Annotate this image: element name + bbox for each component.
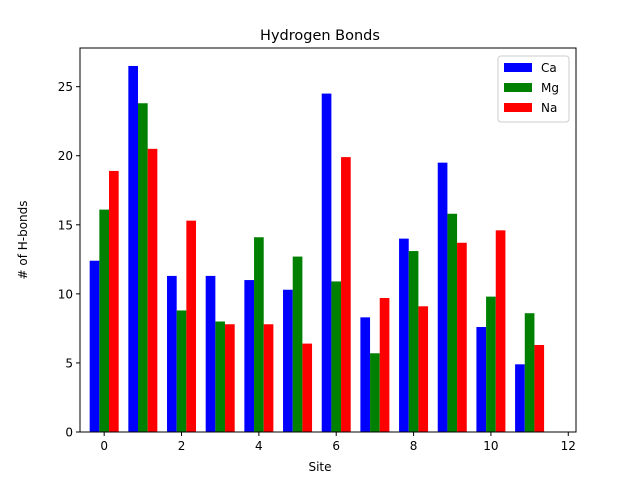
legend-swatch-na bbox=[504, 103, 532, 112]
y-tick-label: 10 bbox=[58, 287, 73, 301]
plot-frame bbox=[79, 47, 577, 433]
bar-na-site-6 bbox=[341, 157, 351, 432]
legend-swatch-ca bbox=[504, 63, 532, 72]
bar-na-site-1 bbox=[147, 148, 158, 432]
x-tick-label: 4 bbox=[255, 439, 263, 453]
bar-na-site-2 bbox=[186, 220, 197, 432]
legend-label-ca: Ca bbox=[541, 61, 557, 75]
bar-ca-site-4 bbox=[244, 280, 255, 432]
bar-mg-site-0 bbox=[99, 209, 110, 432]
chart-title: Hydrogen Bonds bbox=[260, 28, 380, 44]
legend-label-na: Na bbox=[541, 101, 557, 115]
y-axis-title: # of H-bonds bbox=[16, 200, 30, 279]
bar-ca-site-8 bbox=[399, 238, 409, 432]
x-tick-label: 12 bbox=[561, 439, 576, 453]
x-axis-ticks: 0 2 4 6 8 10 12 bbox=[100, 432, 576, 453]
bar-na-site-0 bbox=[109, 170, 119, 432]
bar-ca-site-0 bbox=[89, 260, 100, 432]
bar-mg-site-2 bbox=[176, 310, 187, 432]
bar-na-site-8 bbox=[418, 306, 429, 432]
bar-ca-site-1 bbox=[128, 65, 139, 433]
y-tick-label: 20 bbox=[58, 149, 73, 163]
legend-label-mg: Mg bbox=[541, 81, 559, 95]
bar-na-site-5 bbox=[302, 343, 313, 432]
y-tick-label: 0 bbox=[65, 426, 73, 440]
x-axis-title: Site bbox=[308, 460, 331, 474]
bar-mg-site-5 bbox=[292, 256, 303, 432]
bar-ca-site-11 bbox=[515, 364, 525, 432]
bar-ca-site-5 bbox=[283, 289, 293, 432]
x-tick-label: 10 bbox=[483, 439, 498, 453]
bar-ca-site-2 bbox=[167, 275, 177, 432]
bar-mg-site-6 bbox=[331, 281, 342, 432]
bar-na-site-3 bbox=[225, 324, 235, 432]
bar-mg-site-3 bbox=[215, 321, 226, 432]
bar-mg-site-8 bbox=[408, 251, 419, 432]
bar-na-site-9 bbox=[457, 242, 467, 432]
bar-mg-site-9 bbox=[447, 213, 458, 432]
legend: Ca Mg Na bbox=[497, 55, 570, 123]
bar-na-site-7 bbox=[379, 298, 390, 432]
x-tick-label: 8 bbox=[410, 439, 418, 453]
bar-ca-site-9 bbox=[437, 162, 448, 432]
bar-na-site-10 bbox=[495, 230, 506, 432]
bar-na-site-11 bbox=[534, 344, 545, 432]
bar-ca-site-10 bbox=[476, 327, 487, 432]
bar-ca-site-7 bbox=[360, 317, 371, 432]
bar-mg-site-11 bbox=[524, 313, 535, 432]
bar-ca-site-6 bbox=[321, 93, 332, 432]
bars-group bbox=[89, 65, 545, 433]
x-tick-label: 0 bbox=[100, 439, 108, 453]
bar-mg-site-7 bbox=[370, 353, 380, 432]
legend-swatch-mg bbox=[504, 83, 532, 92]
x-tick-label: 6 bbox=[332, 439, 340, 453]
y-tick-label: 25 bbox=[58, 80, 73, 94]
bar-mg-site-4 bbox=[254, 237, 264, 432]
y-tick-label: 5 bbox=[65, 356, 73, 370]
bar-mg-site-1 bbox=[138, 103, 148, 432]
bar-na-site-4 bbox=[263, 324, 274, 432]
x-tick-label: 2 bbox=[178, 439, 186, 453]
y-tick-label: 15 bbox=[58, 218, 73, 232]
bar-mg-site-10 bbox=[486, 296, 496, 432]
y-axis-ticks: 0 5 10 15 20 25 bbox=[58, 80, 80, 440]
bar-ca-site-3 bbox=[205, 275, 216, 432]
